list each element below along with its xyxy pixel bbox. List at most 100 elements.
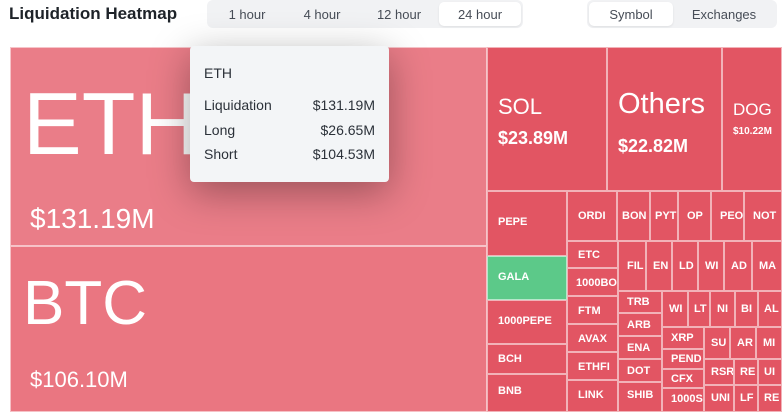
cell-symbol: SHIB: [627, 389, 654, 401]
heatmap-cell[interactable]: BON: [617, 191, 650, 241]
cell-symbol: LINK: [578, 389, 604, 401]
heatmap-cell[interactable]: ETHFI: [567, 352, 618, 380]
cell-symbol: SOL: [498, 94, 543, 119]
heatmap-cell-bnb[interactable]: BNB: [487, 374, 567, 412]
cell-symbol: NI: [717, 303, 728, 315]
heatmap-cell-1000pepe[interactable]: 1000PEPE: [487, 300, 567, 344]
cell-symbol: ETHFI: [578, 361, 610, 373]
heatmap-cell[interactable]: RE: [734, 359, 758, 385]
view-mode-tabs: Symbol Exchanges: [587, 0, 777, 28]
tab-symbol[interactable]: Symbol: [589, 2, 673, 26]
cell-value: $22.82M: [618, 136, 689, 156]
heatmap-cell[interactable]: UI: [758, 359, 782, 385]
heatmap-cell[interactable]: AL: [758, 291, 782, 327]
heatmap-cell[interactable]: AVAX: [567, 324, 618, 352]
cell-symbol: AD: [731, 260, 747, 272]
heatmap-cell[interactable]: PEND: [662, 349, 704, 369]
tab-exchanges[interactable]: Exchanges: [691, 6, 757, 22]
cell-symbol: AL: [764, 303, 779, 315]
heatmap-cell[interactable]: ETC: [567, 241, 618, 268]
cell-symbol: Others: [618, 88, 706, 120]
cell-symbol: MA: [759, 260, 777, 272]
heatmap-cell[interactable]: EN: [646, 241, 672, 291]
heatmap-cell-doge[interactable]: DOG $10.22M: [722, 47, 782, 191]
cell-symbol: PEPE: [498, 216, 528, 228]
cell-symbol: SU: [711, 337, 727, 349]
heatmap-cell[interactable]: 1000S: [662, 388, 704, 412]
cell-symbol: LF: [740, 392, 754, 404]
tooltip-label: Long: [204, 122, 236, 138]
heatmap-cell[interactable]: NI: [710, 291, 735, 327]
heatmap-cell[interactable]: LF: [734, 385, 758, 412]
cell-symbol: MI: [763, 337, 776, 349]
heatmap-cell[interactable]: ENA: [618, 336, 662, 359]
tooltip-row-short: Short $104.53M: [204, 146, 375, 162]
cell-symbol: XRP: [671, 332, 694, 344]
cell-symbol: AVAX: [578, 333, 607, 345]
heatmap-cell[interactable]: SHIB: [618, 382, 662, 412]
heatmap-cell[interactable]: AD: [724, 241, 752, 291]
heatmap-cell[interactable]: OP: [678, 191, 711, 241]
heatmap-cell-btc[interactable]: BTC $106.10M: [10, 246, 487, 412]
cell-symbol: WI: [705, 260, 719, 272]
cell-symbol: RE: [740, 366, 756, 378]
tab-1-hour[interactable]: 1 hour: [228, 6, 266, 22]
cell-symbol: ETH: [23, 74, 199, 173]
cell-symbol: FIL: [627, 260, 644, 272]
heatmap-cell[interactable]: BI: [735, 291, 758, 327]
cell-symbol: PEND: [671, 353, 702, 365]
heatmap-cell[interactable]: LD: [672, 241, 698, 291]
heatmap-cell-sol[interactable]: SOL $23.89M: [487, 47, 607, 191]
heatmap-cell[interactable]: XRP: [662, 327, 704, 349]
cell-symbol: BCH: [498, 353, 522, 365]
cell-symbol: UNI: [711, 392, 730, 404]
heatmap-cell-pepe[interactable]: PEPE: [487, 191, 567, 256]
heatmap-cell[interactable]: WI: [698, 241, 724, 291]
heatmap-cell[interactable]: FTM: [567, 296, 618, 324]
tooltip-value: $104.53M: [312, 146, 375, 162]
cell-symbol: 1000BO: [576, 277, 617, 289]
cell-symbol: NOT: [753, 210, 777, 222]
heatmap-cell[interactable]: LINK: [567, 380, 618, 412]
heatmap-cell[interactable]: PEO: [711, 191, 744, 241]
heatmap-cell[interactable]: AR: [730, 327, 756, 359]
cell-symbol: OP: [687, 210, 703, 222]
cell-symbol: 1000PEPE: [498, 315, 552, 327]
heatmap-cell[interactable]: NOT: [744, 191, 782, 241]
heatmap-cell[interactable]: RE: [758, 385, 782, 412]
tab-4-hour[interactable]: 4 hour: [303, 6, 341, 22]
time-range-tabs: 1 hour 4 hour 12 hour 24 hour: [207, 0, 523, 28]
heatmap-cell[interactable]: PYT: [650, 191, 678, 241]
cell-symbol: ENA: [627, 342, 651, 354]
heatmap-cell[interactable]: MI: [756, 327, 782, 359]
cell-symbol: LT: [694, 303, 707, 315]
heatmap-cell-bch[interactable]: BCH: [487, 344, 567, 374]
heatmap-cell[interactable]: ARB: [618, 313, 662, 336]
heatmap-cell-gala[interactable]: GALA: [487, 256, 567, 300]
heatmap-cell[interactable]: SU: [704, 327, 730, 359]
tab-24-hour[interactable]: 24 hour: [439, 2, 521, 26]
cell-value: $23.89M: [498, 128, 569, 148]
heatmap-cell[interactable]: MA: [752, 241, 782, 291]
heatmap-cell[interactable]: TRB: [618, 291, 662, 313]
heatmap-cell[interactable]: UNI: [704, 385, 734, 412]
heatmap-cell[interactable]: WI: [662, 291, 688, 327]
heatmap-cell[interactable]: LT: [688, 291, 710, 327]
cell-value: $106.10M: [30, 367, 128, 392]
cell-symbol: DOT: [627, 365, 651, 377]
tooltip-row-long: Long $26.65M: [204, 122, 375, 138]
cell-symbol: 1000S: [671, 393, 703, 405]
cell-symbol: ARB: [627, 319, 651, 331]
heatmap-cell[interactable]: CFX: [662, 369, 704, 388]
heatmap-cell[interactable]: 1000BO: [567, 268, 618, 296]
tab-12-hour[interactable]: 12 hour: [376, 6, 422, 22]
heatmap-cell[interactable]: FIL: [618, 241, 646, 291]
cell-symbol: EN: [653, 260, 669, 272]
heatmap-cell[interactable]: ORDI: [567, 191, 617, 241]
liquidation-heatmap: ETH $131.19M BTC $106.10M SOL $23.89M Ot…: [10, 47, 782, 412]
cell-symbol: AR: [737, 337, 753, 349]
tooltip-value: $131.19M: [312, 97, 375, 113]
heatmap-cell[interactable]: DOT: [618, 359, 662, 382]
heatmap-cell-others[interactable]: Others $22.82M: [607, 47, 722, 191]
heatmap-cell[interactable]: RSR: [704, 359, 734, 385]
